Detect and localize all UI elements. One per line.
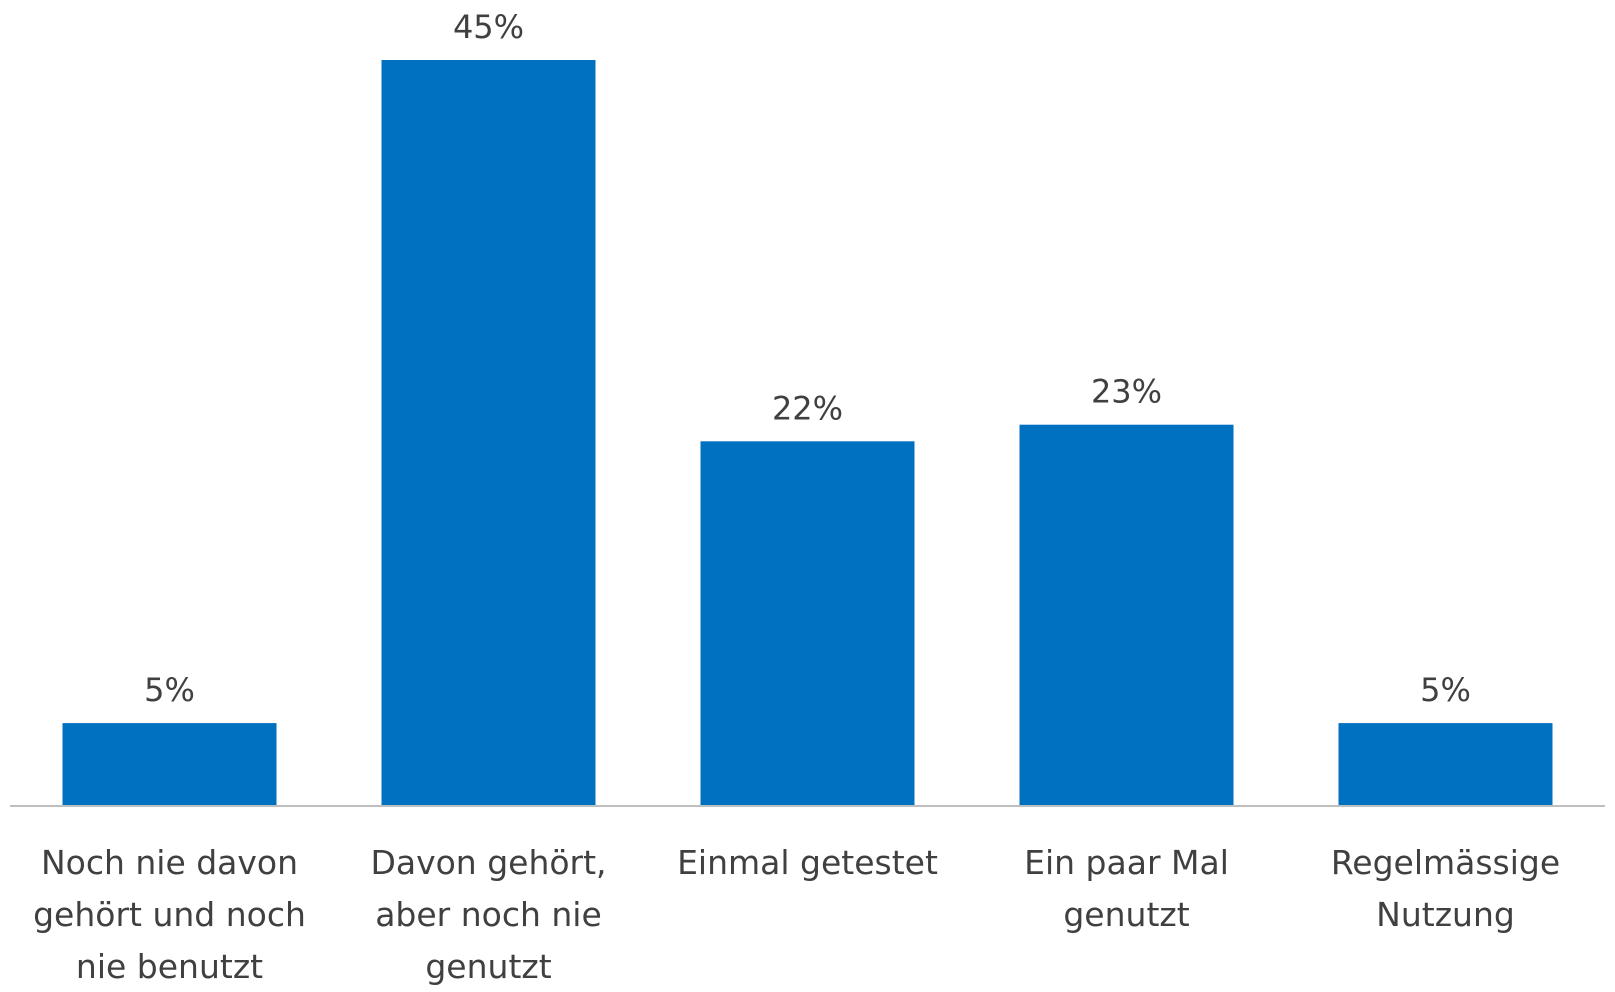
- data-label-0: 5%: [144, 671, 195, 709]
- value-labels-group: 5% 45% 22% 23% 5%: [144, 8, 1471, 709]
- category-label-0-line-1: gehört und noch: [33, 895, 306, 934]
- data-label-1: 45%: [453, 8, 524, 46]
- bar-0: [62, 723, 277, 806]
- category-label-1-line-2: genutzt: [425, 947, 551, 986]
- category-label-2-line-0: Einmal getestet: [677, 843, 938, 882]
- category-label-0-line-0: Noch nie davon: [41, 843, 298, 882]
- category-labels-group: Noch nie davon gehört und noch nie benutzt…: [33, 843, 1560, 986]
- data-label-4: 5%: [1420, 671, 1471, 709]
- bar-2: [700, 441, 915, 806]
- category-label-3: Ein paar Mal genutzt: [1024, 843, 1229, 934]
- bar-1: [381, 60, 596, 806]
- category-label-4: Regelmässige Nutzung: [1331, 843, 1560, 934]
- category-label-2: Einmal getestet: [677, 843, 938, 882]
- category-label-0: Noch nie davon gehört und noch nie benutzt: [33, 843, 306, 986]
- category-label-3-line-0: Ein paar Mal: [1024, 843, 1229, 882]
- category-label-0-line-2: nie benutzt: [76, 947, 263, 986]
- category-label-3-line-1: genutzt: [1063, 895, 1189, 934]
- data-label-2: 22%: [772, 389, 843, 427]
- category-label-1: Davon gehört, aber noch nie genutzt: [370, 843, 606, 986]
- category-label-4-line-0: Regelmässige: [1331, 843, 1560, 882]
- category-label-1-line-1: aber noch nie: [375, 895, 602, 934]
- data-label-3: 23%: [1091, 373, 1162, 411]
- bar-4: [1338, 723, 1553, 806]
- bar-3: [1019, 424, 1234, 806]
- bars-group: [62, 60, 1553, 806]
- category-label-1-line-0: Davon gehört,: [370, 843, 606, 882]
- category-label-4-line-1: Nutzung: [1376, 895, 1515, 934]
